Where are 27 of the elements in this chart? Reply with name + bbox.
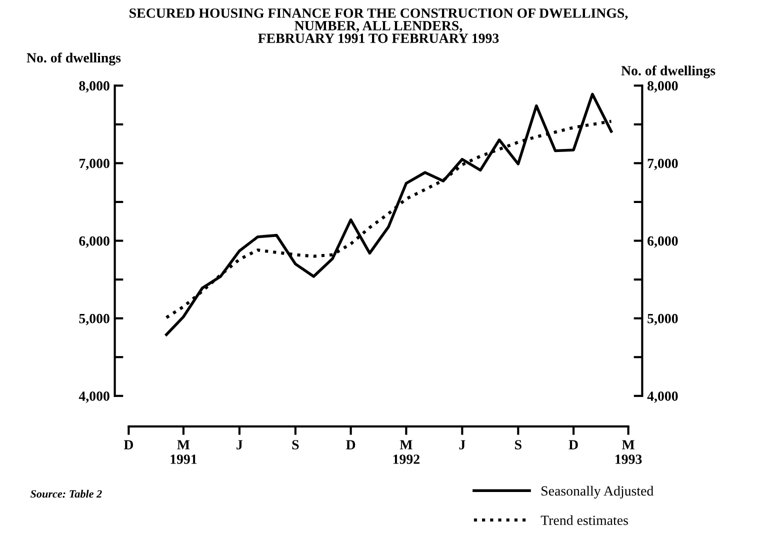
legend-label: Trend estimates — [540, 515, 628, 526]
x-tick-label: M 1992 — [393, 440, 420, 464]
x-tick-label: J — [459, 440, 466, 450]
y2-tick-label: 6,000 — [648, 236, 678, 248]
y2-tick-label: 4,000 — [647, 391, 678, 403]
y-tick-label: 8,000 — [79, 81, 110, 93]
source-note: Source: Table 2 — [30, 490, 102, 498]
y-tick-label: 4,000 — [78, 391, 110, 403]
y2-tick-label: 5,000 — [648, 314, 678, 326]
x-tick-label: S — [292, 440, 299, 450]
x-tick-label: M 1991 — [170, 440, 197, 464]
line-series — [165, 92, 613, 336]
y-tick-label: 7,000 — [79, 158, 110, 170]
y2-axis-title: No. of dwellings — [621, 65, 716, 78]
y-tick-label: 5,000 — [79, 314, 110, 326]
x-tick-label: D — [568, 440, 578, 450]
x-tick-label: S — [515, 440, 522, 450]
chart-title: SECURED HOUSING FINANCE FOR THE CONSTRUCTION OF DWELLINGS, NUMBER, ALL LENDERS, FEBRUARY 1991 TO FEBRUARY 1993 — [130, 8, 628, 43]
y-axis-title: No. of dwellings — [26, 52, 121, 66]
x-tick-label: M 1993 — [616, 440, 642, 464]
x-tick-label: D — [124, 440, 134, 450]
x-tick-label: D — [346, 440, 356, 450]
y2-tick-label: 8,000 — [648, 81, 678, 93]
y2-tick-label: 7,000 — [648, 158, 678, 170]
legend-label: Seasonally Adjusted — [542, 486, 654, 499]
x-tick-label: J — [236, 440, 243, 450]
y-tick-label: 6,000 — [79, 236, 110, 248]
